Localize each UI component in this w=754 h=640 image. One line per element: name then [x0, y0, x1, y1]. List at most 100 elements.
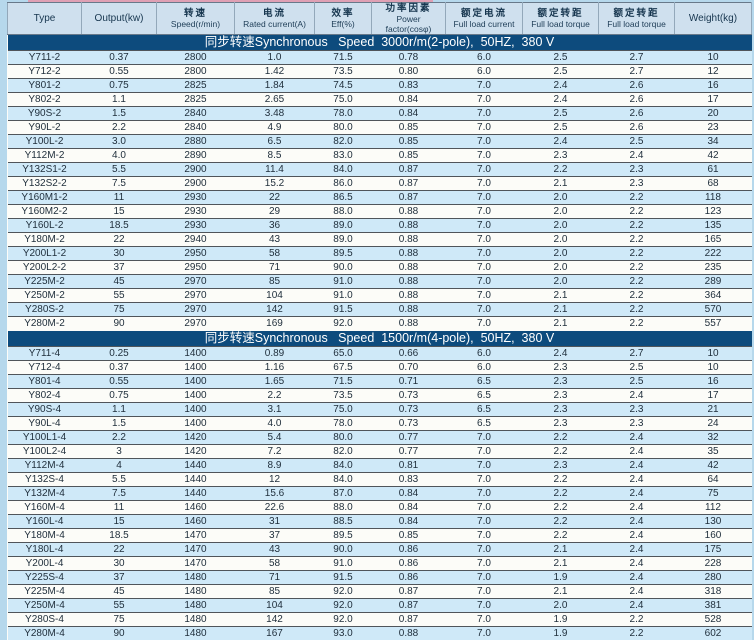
spec-cell: 7.0 [446, 500, 523, 514]
spec-cell: 112 [675, 500, 752, 514]
spec-cell: 1480 [157, 598, 235, 612]
spec-cell: 104 [235, 598, 315, 612]
spec-cell: 7.0 [446, 163, 523, 177]
spec-cell: 169 [235, 317, 315, 331]
spec-cell: 1400 [157, 360, 235, 374]
spec-cell: 2.4 [599, 472, 675, 486]
type-cell: Y280S-2 [8, 303, 82, 317]
spec-cell: 55 [82, 598, 157, 612]
spec-cell: 0.77 [372, 430, 446, 444]
spec-cell: 0.88 [372, 303, 446, 317]
spec-cell: 2.4 [599, 570, 675, 584]
section-banner: 同步转速Synchronous Speed 3000r/m(2-pole), 5… [8, 35, 752, 51]
spec-cell: 2.4 [599, 500, 675, 514]
spec-cell: 4.0 [235, 416, 315, 430]
spec-cell: 167 [235, 626, 315, 640]
spec-cell: 71 [235, 261, 315, 275]
spec-cell: 43 [235, 542, 315, 556]
spec-cell: 17 [675, 388, 752, 402]
column-header-zh: 额定转距 [600, 8, 673, 19]
column-header: Weight(kg) [675, 3, 752, 35]
type-cell: Y160M-4 [8, 500, 82, 514]
spec-cell: 7.0 [446, 556, 523, 570]
spec-cell: 36 [235, 219, 315, 233]
spec-cell: 2.6 [599, 79, 675, 93]
spec-cell: 2.2 [523, 430, 599, 444]
spec-cell: 570 [675, 303, 752, 317]
spec-cell: 0.88 [372, 317, 446, 331]
spec-cell: 0.37 [82, 360, 157, 374]
spec-cell: 2840 [157, 107, 235, 121]
spec-cell: 75.0 [315, 93, 372, 107]
spec-cell: 280 [675, 570, 752, 584]
column-header-zh: 效率 [316, 8, 370, 19]
spec-cell: 123 [675, 205, 752, 219]
spec-cell: 2.2 [523, 472, 599, 486]
spec-cell: 43 [235, 233, 315, 247]
spec-cell: 7.0 [446, 317, 523, 331]
column-header-zh: 转速 [158, 8, 233, 19]
spec-cell: 528 [675, 612, 752, 626]
type-cell: Y100L1-4 [8, 430, 82, 444]
spec-cell: 2.2 [523, 163, 599, 177]
spec-cell: 2.2 [599, 317, 675, 331]
type-cell: Y802-4 [8, 388, 82, 402]
spec-cell: 2.2 [599, 626, 675, 640]
type-cell: Y160L-4 [8, 514, 82, 528]
spec-cell: 130 [675, 514, 752, 528]
spec-cell: 90 [82, 626, 157, 640]
column-header-en: Full load torque [524, 19, 597, 29]
column-header-en: Full load current [447, 19, 521, 29]
spec-cell: 2.1 [523, 542, 599, 556]
spec-cell: 2825 [157, 79, 235, 93]
spec-cell: 0.55 [82, 65, 157, 79]
spec-cell: 602 [675, 626, 752, 640]
spec-cell: 61 [675, 163, 752, 177]
spec-cell: 88.0 [315, 205, 372, 219]
spec-cell: 80.0 [315, 430, 372, 444]
spec-cell: 29 [235, 205, 315, 219]
spec-cell: 2.3 [599, 177, 675, 191]
spec-cell: 8.9 [235, 458, 315, 472]
section-banner: 同步转速Synchronous Speed 1500r/m(4-pole), 5… [8, 331, 752, 347]
type-cell: Y801-4 [8, 374, 82, 388]
spec-cell: 4.0 [82, 149, 157, 163]
spec-cell: 2.2 [82, 121, 157, 135]
spec-cell: 1480 [157, 570, 235, 584]
spec-cell: 7.0 [446, 486, 523, 500]
spec-cell: 1.5 [82, 416, 157, 430]
spec-cell: 7.0 [446, 149, 523, 163]
spec-cell: 2.6 [599, 107, 675, 121]
spec-cell: 7.0 [446, 233, 523, 247]
spec-cell: 89.5 [315, 528, 372, 542]
spec-cell: 92.0 [315, 584, 372, 598]
spec-cell: 1400 [157, 416, 235, 430]
section-banner-row: 同步转速Synchronous Speed 1500r/m(4-pole), 5… [8, 331, 752, 347]
spec-cell: 18.5 [82, 528, 157, 542]
spec-cell: 0.88 [372, 219, 446, 233]
spec-cell: 1470 [157, 542, 235, 556]
spec-cell: 0.73 [372, 416, 446, 430]
spec-cell: 2.4 [523, 93, 599, 107]
spec-cell: 5.4 [235, 430, 315, 444]
spec-cell: 2930 [157, 219, 235, 233]
spec-cell: 3.48 [235, 107, 315, 121]
spec-cell: 2.2 [599, 219, 675, 233]
spec-cell: 2900 [157, 163, 235, 177]
spec-cell: 104 [235, 289, 315, 303]
spec-cell: 89.5 [315, 247, 372, 261]
spec-cell: 0.88 [372, 626, 446, 640]
spec-cell: 6.5 [446, 402, 523, 416]
spec-cell: 7.0 [446, 107, 523, 121]
